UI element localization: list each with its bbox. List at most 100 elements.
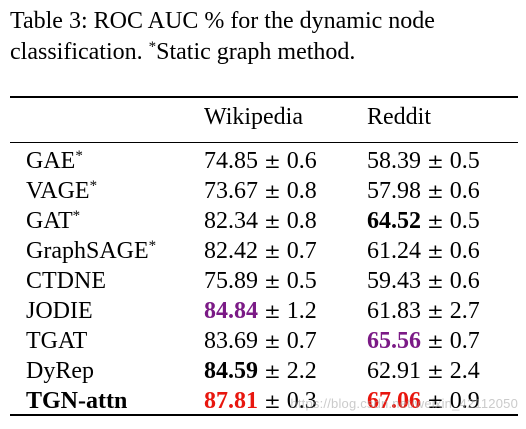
wiki-std: 0.5 <box>286 268 317 294</box>
plus-minus-symbol: ± <box>427 269 444 293</box>
reddit-std: 0.6 <box>449 178 480 204</box>
plus-minus-symbol: ± <box>264 389 281 413</box>
wiki-mean: 75.89 <box>204 268 258 294</box>
wiki-score: 87.81 ± 0.3 <box>204 386 317 416</box>
wiki-std: 0.3 <box>286 388 317 414</box>
reddit-std: 0.9 <box>449 388 480 414</box>
static-marker: * <box>72 208 81 224</box>
table-top-rule <box>10 96 518 98</box>
wiki-std: 0.8 <box>286 208 317 234</box>
method-label: DyRep <box>26 358 94 384</box>
reddit-score: 67.06 ± 0.9 <box>367 386 480 416</box>
reddit-mean: 65.56 <box>367 328 421 354</box>
reddit-std: 0.7 <box>449 328 480 354</box>
reddit-mean: 57.98 <box>367 178 421 204</box>
method-name: TGAT <box>26 326 87 356</box>
plus-minus-symbol: ± <box>264 149 281 173</box>
wiki-std: 1.2 <box>286 298 317 324</box>
watermark: https://blog.csdn.net/weixin_42112050 <box>290 396 518 411</box>
reddit-score: 57.98 ± 0.6 <box>367 176 480 206</box>
reddit-score: 64.52 ± 0.5 <box>367 206 480 236</box>
method-label: VAGE <box>26 178 90 204</box>
wiki-mean: 83.69 <box>204 328 258 354</box>
reddit-mean: 61.83 <box>367 298 421 324</box>
method-label: JODIE <box>26 298 93 324</box>
reddit-std: 0.6 <box>449 238 480 264</box>
wiki-std: 0.8 <box>286 178 317 204</box>
reddit-score: 58.39 ± 0.5 <box>367 146 480 176</box>
plus-minus-symbol: ± <box>427 299 444 323</box>
method-name: GAT* <box>26 206 80 236</box>
table-caption: Table 3: ROC AUC % for the dynamic node … <box>10 6 516 68</box>
wiki-std: 0.6 <box>286 148 317 174</box>
wiki-mean: 82.34 <box>204 208 258 234</box>
table-row: CTDNE 75.89 ± 0.5 59.43 ± 0.6 <box>0 266 526 296</box>
method-label: CTDNE <box>26 268 106 294</box>
reddit-std: 0.5 <box>449 208 480 234</box>
plus-minus-symbol: ± <box>427 149 444 173</box>
wiki-score: 84.59 ± 2.2 <box>204 356 317 386</box>
plus-minus-symbol: ± <box>264 359 281 383</box>
reddit-mean: 61.24 <box>367 238 421 264</box>
method-name: TGN-attn <box>26 386 127 416</box>
wiki-score: 73.67 ± 0.8 <box>204 176 317 206</box>
table-row: GAE* 74.85 ± 0.6 58.39 ± 0.5 <box>0 146 526 176</box>
reddit-score: 61.24 ± 0.6 <box>367 236 480 266</box>
reddit-score: 65.56 ± 0.7 <box>367 326 480 356</box>
wiki-score: 82.34 ± 0.8 <box>204 206 317 236</box>
table-row: TGN-attn 87.81 ± 0.3 67.06 ± 0.9 <box>0 386 526 416</box>
wiki-mean: 84.59 <box>204 358 258 384</box>
plus-minus-symbol: ± <box>427 209 444 233</box>
column-header-reddit: Reddit <box>367 104 431 130</box>
plus-minus-symbol: ± <box>264 239 281 263</box>
plus-minus-symbol: ± <box>427 359 444 383</box>
method-name: JODIE <box>26 296 93 326</box>
reddit-score: 62.91 ± 2.4 <box>367 356 480 386</box>
reddit-mean: 67.06 <box>367 388 421 414</box>
wiki-score: 75.89 ± 0.5 <box>204 266 317 296</box>
method-name: GAE* <box>26 146 83 176</box>
wiki-std: 0.7 <box>286 238 317 264</box>
plus-minus-symbol: ± <box>264 179 281 203</box>
table-bottom-rule <box>10 414 518 416</box>
plus-minus-symbol: ± <box>264 299 281 323</box>
caption-note-marker: * <box>148 39 157 55</box>
reddit-mean: 58.39 <box>367 148 421 174</box>
wiki-mean: 82.42 <box>204 238 258 264</box>
method-name: DyRep <box>26 356 94 386</box>
wiki-mean: 87.81 <box>204 388 258 414</box>
method-label: GAT <box>26 208 73 234</box>
wiki-score: 82.42 ± 0.7 <box>204 236 317 266</box>
reddit-mean: 62.91 <box>367 358 421 384</box>
reddit-std: 0.5 <box>449 148 480 174</box>
static-marker: * <box>89 178 98 194</box>
table-row: GraphSAGE* 82.42 ± 0.7 61.24 ± 0.6 <box>0 236 526 266</box>
method-label: TGAT <box>26 328 88 354</box>
reddit-std: 2.4 <box>449 358 480 384</box>
plus-minus-symbol: ± <box>427 389 444 413</box>
reddit-mean: 59.43 <box>367 268 421 294</box>
method-label: TGN-attn <box>26 388 128 414</box>
table-row: VAGE* 73.67 ± 0.8 57.98 ± 0.6 <box>0 176 526 206</box>
method-label: GraphSAGE <box>26 238 149 264</box>
reddit-mean: 64.52 <box>367 208 421 234</box>
plus-minus-symbol: ± <box>264 209 281 233</box>
wiki-mean: 84.84 <box>204 298 258 324</box>
table-row: DyRep 84.59 ± 2.2 62.91 ± 2.4 <box>0 356 526 386</box>
wiki-score: 84.84 ± 1.2 <box>204 296 317 326</box>
reddit-std: 2.7 <box>449 298 480 324</box>
method-name: GraphSAGE* <box>26 236 156 266</box>
table-row: GAT* 82.34 ± 0.8 64.52 ± 0.5 <box>0 206 526 236</box>
static-marker: * <box>75 148 83 164</box>
wiki-score: 74.85 ± 0.6 <box>204 146 317 176</box>
method-label: GAE <box>26 148 76 174</box>
wiki-mean: 74.85 <box>204 148 258 174</box>
wiki-std: 0.7 <box>286 328 317 354</box>
plus-minus-symbol: ± <box>264 329 281 353</box>
wiki-std: 2.2 <box>286 358 317 384</box>
caption-text: Table 3: ROC AUC % for the dynamic node … <box>10 8 435 65</box>
method-name: CTDNE <box>26 266 106 296</box>
plus-minus-symbol: ± <box>427 239 444 263</box>
table-row: JODIE 84.84 ± 1.2 61.83 ± 2.7 <box>0 296 526 326</box>
